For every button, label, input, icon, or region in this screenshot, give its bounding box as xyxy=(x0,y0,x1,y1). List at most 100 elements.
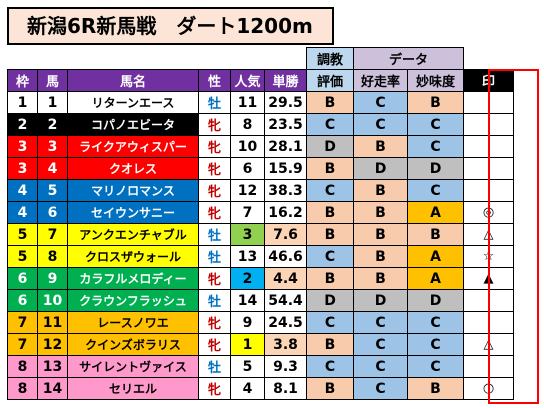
uma-cell: 7 xyxy=(37,223,68,246)
chokyo-grade-cell: B xyxy=(306,201,354,224)
table-row: 6 10 クラウンフラッシュ牡 14 54.4 D D D xyxy=(7,289,514,312)
uma-cell: 14 xyxy=(37,377,68,400)
header-sex: 性 xyxy=(198,69,231,92)
kosoritsu-grade-cell: C xyxy=(353,377,408,400)
table-row: 7 12 クインズボラリス牝 1 3.8 B C C △ xyxy=(7,333,514,356)
chokyo-grade-cell: C xyxy=(306,355,354,378)
chokyo-grade-cell: D xyxy=(306,289,354,312)
horse-name-cell: クロスザウォール xyxy=(67,245,199,268)
chokyo-grade-cell: B xyxy=(306,377,354,400)
myomido-grade-cell: A xyxy=(407,201,464,224)
ninki-cell: 11 xyxy=(230,91,265,114)
header-row: 枠 馬 馬名 性 人気 単勝 評価 好走率 妙味度 印 xyxy=(7,69,514,92)
race-table: 調教 データ 枠 馬 馬名 性 人気 単勝 評価 好走率 妙味度 印 1 1 リター… xyxy=(7,47,514,400)
ninki-cell: 9 xyxy=(230,311,265,334)
chokyo-grade-cell: B xyxy=(306,91,354,114)
shirushi-cell xyxy=(463,157,514,180)
horse-name-cell: セイウンサニー xyxy=(67,201,199,224)
tansho-cell: 24.5 xyxy=(264,311,307,334)
kosoritsu-grade-cell: C xyxy=(353,311,408,334)
table-row: 8 14 セリエル牝 4 8.1 B C B ○ xyxy=(7,377,514,400)
shirushi-cell xyxy=(463,289,514,312)
myomido-grade-cell: D xyxy=(407,289,464,312)
uma-cell: 13 xyxy=(37,355,68,378)
uma-cell: 6 xyxy=(37,201,68,224)
shirushi-cell: ▲ xyxy=(463,267,514,290)
header-shirushi: 印 xyxy=(463,69,514,92)
chokyo-grade-cell: B xyxy=(306,267,354,290)
waku-cell: 5 xyxy=(7,245,38,268)
kosoritsu-grade-cell: B xyxy=(353,245,408,268)
sex-cell: 牝 xyxy=(198,201,231,224)
ninki-cell: 14 xyxy=(230,289,265,312)
waku-cell: 6 xyxy=(7,289,38,312)
sex-cell: 牝 xyxy=(198,157,231,180)
header-row-top: 調教 データ xyxy=(8,47,514,70)
kosoritsu-grade-cell: B xyxy=(353,135,408,158)
uma-cell: 1 xyxy=(37,91,68,114)
table-row: 7 11 レースノワエ牝 9 24.5 C C C xyxy=(7,311,514,334)
uma-cell: 12 xyxy=(37,333,68,356)
myomido-grade-cell: C xyxy=(407,311,464,334)
horse-name-cell: セリエル xyxy=(67,377,199,400)
waku-cell: 4 xyxy=(7,201,38,224)
ninki-cell: 1 xyxy=(230,333,265,356)
waku-cell: 5 xyxy=(7,223,38,246)
horse-name-cell: クオレス xyxy=(67,157,199,180)
uma-cell: 3 xyxy=(37,135,68,158)
ninki-cell: 8 xyxy=(230,113,265,136)
horse-name-cell: マリノロマンス xyxy=(67,179,199,202)
sex-cell: 牝 xyxy=(198,377,231,400)
ninki-cell: 10 xyxy=(230,135,265,158)
sex-cell: 牡 xyxy=(198,245,231,268)
shirushi-cell: △ xyxy=(463,333,514,356)
ninki-cell: 4 xyxy=(230,377,265,400)
horse-name-cell: コパノエビータ xyxy=(67,113,199,136)
shirushi-cell xyxy=(463,135,514,158)
uma-cell: 11 xyxy=(37,311,68,334)
horse-name-cell: リターンエース xyxy=(67,91,199,114)
uma-cell: 10 xyxy=(37,289,68,312)
chokyo-grade-cell: B xyxy=(306,223,354,246)
shirushi-cell: △ xyxy=(463,223,514,246)
sex-cell: 牝 xyxy=(198,311,231,334)
ninki-cell: 12 xyxy=(230,179,265,202)
tansho-cell: 9.3 xyxy=(264,355,307,378)
shirushi-cell xyxy=(463,91,514,114)
uma-cell: 2 xyxy=(37,113,68,136)
waku-cell: 1 xyxy=(7,91,38,114)
header-waku: 枠 xyxy=(7,69,38,92)
header-myomido: 妙味度 xyxy=(407,69,464,92)
kosoritsu-grade-cell: B xyxy=(353,201,408,224)
waku-cell: 7 xyxy=(7,311,38,334)
table-row: 5 8 クロスザウォール牡 13 46.6 C B A ☆ xyxy=(7,245,514,268)
header-kosoritsu: 好走率 xyxy=(353,69,408,92)
table-row: 6 9 カラフルメロディー牝 2 4.4 B B A ▲ xyxy=(7,267,514,290)
tansho-cell: 28.1 xyxy=(264,135,307,158)
sex-cell: 牝 xyxy=(198,113,231,136)
myomido-grade-cell: C xyxy=(407,135,464,158)
ninki-cell: 13 xyxy=(230,245,265,268)
header-uma: 馬 xyxy=(37,69,68,92)
ninki-cell: 7 xyxy=(230,201,265,224)
waku-cell: 3 xyxy=(7,157,38,180)
myomido-grade-cell: C xyxy=(407,179,464,202)
header-data-group: データ xyxy=(353,47,464,70)
tansho-cell: 23.5 xyxy=(264,113,307,136)
header-chokyo-top: 調教 xyxy=(306,47,354,70)
ninki-cell: 3 xyxy=(230,223,265,246)
sex-cell: 牝 xyxy=(198,333,231,356)
myomido-grade-cell: A xyxy=(407,245,464,268)
shirushi-cell xyxy=(463,179,514,202)
uma-cell: 4 xyxy=(37,157,68,180)
tansho-cell: 38.3 xyxy=(264,179,307,202)
ninki-cell: 5 xyxy=(230,355,265,378)
table-row: 3 3 ライクアウィスパー牝 10 28.1 D B C xyxy=(7,135,514,158)
horse-name-cell: クインズボラリス xyxy=(67,333,199,356)
chokyo-grade-cell: C xyxy=(306,311,354,334)
kosoritsu-grade-cell: C xyxy=(353,113,408,136)
kosoritsu-grade-cell: D xyxy=(353,157,408,180)
horse-name-cell: カラフルメロディー xyxy=(67,267,199,290)
table-row: 1 1 リターンエース牡 11 29.5 B C B xyxy=(7,91,514,114)
tansho-cell: 15.9 xyxy=(264,157,307,180)
